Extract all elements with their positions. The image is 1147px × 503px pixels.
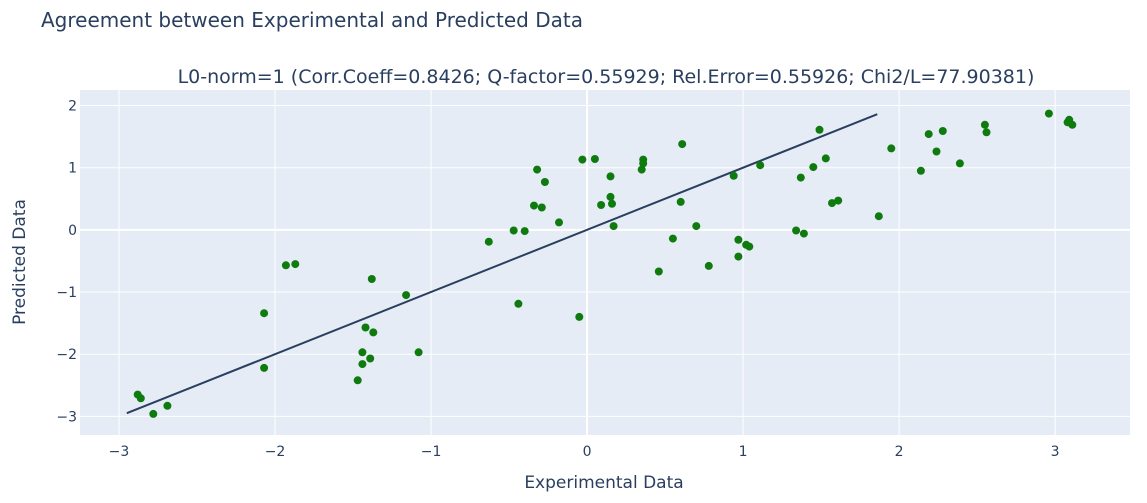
data-point [734,252,743,261]
data-point [932,147,941,156]
data-point [1068,120,1077,129]
data-point [281,261,290,270]
data-point [938,127,947,135]
data-point [745,242,754,251]
data-point [639,155,648,164]
data-point [924,130,933,139]
data-point [796,173,805,182]
data-point [366,354,375,363]
data-point [678,140,687,149]
data-point [533,165,542,174]
data-point [353,376,362,385]
scatter-points [133,109,1077,418]
data-point [809,163,818,172]
data-point [555,218,563,227]
data-point [260,309,269,318]
data-point [514,299,523,308]
y-tick-label: −1 [56,285,77,301]
y-tick-label: 1 [68,161,77,177]
data-point [828,199,836,208]
data-point [834,196,843,205]
x-tick-label: −2 [265,444,286,460]
data-point [361,323,370,332]
x-tick-label: 0 [583,444,592,460]
y-tick-labels: −3 −2 −1 0 1 2 [56,99,77,426]
data-point [520,227,529,236]
data-point [358,360,367,369]
data-point [540,178,549,186]
data-point [799,229,808,238]
data-point [358,348,367,357]
data-point [402,291,411,300]
data-point [821,154,830,163]
grid [80,90,1130,435]
y-tick-label: 0 [68,223,77,239]
data-point [637,165,646,174]
x-tick-labels: −3 −2 −1 0 1 2 3 [109,444,1060,460]
data-point [163,401,172,410]
data-point [734,235,743,244]
data-point [367,275,376,283]
data-point [729,171,738,180]
data-point [916,166,925,175]
data-point [668,234,677,243]
y-tick-label: −2 [56,347,77,363]
data-point [606,172,615,181]
x-tick-label: 2 [895,444,904,460]
data-point [414,348,423,357]
fit-line-layer [126,113,878,415]
data-point [874,212,883,221]
data-point [260,363,269,372]
data-point [590,155,599,163]
data-point [792,226,801,235]
data-point [369,328,378,337]
data-point [1044,109,1053,118]
data-point [575,312,584,321]
data-point [609,222,618,231]
data-point [676,197,685,206]
data-point [982,128,991,137]
fit-line [126,113,878,415]
y-tick-label: 2 [68,99,77,115]
data-point [887,144,896,153]
page-title: Agreement between Experimental and Predi… [41,8,583,32]
data-point [815,125,824,134]
y-tick-label: −3 [56,409,77,425]
data-point [291,260,300,269]
chart-title: L0-norm=1 (Corr.Coeff=0.8426; Q-factor=0… [178,66,1035,88]
data-point [704,261,713,270]
plot-area [80,90,1130,435]
data-point [756,161,765,170]
x-tick-label: −3 [109,444,130,460]
y-axis-title: Predicted Data [10,199,30,325]
data-point [692,222,701,231]
data-point [955,159,964,168]
data-point [509,226,518,235]
data-point [484,237,493,246]
data-point [980,120,989,129]
data-point [136,394,145,403]
data-point [654,267,663,276]
data-point [597,201,606,209]
data-point [149,409,158,418]
data-point [578,155,587,164]
data-point [537,203,546,212]
x-tick-label: 3 [1051,444,1060,460]
x-axis-title: Experimental Data [524,473,683,493]
data-point [530,201,538,210]
x-tick-label: −1 [421,444,442,460]
x-tick-label: 1 [739,444,748,460]
data-point [606,192,615,201]
data-point [608,199,616,208]
